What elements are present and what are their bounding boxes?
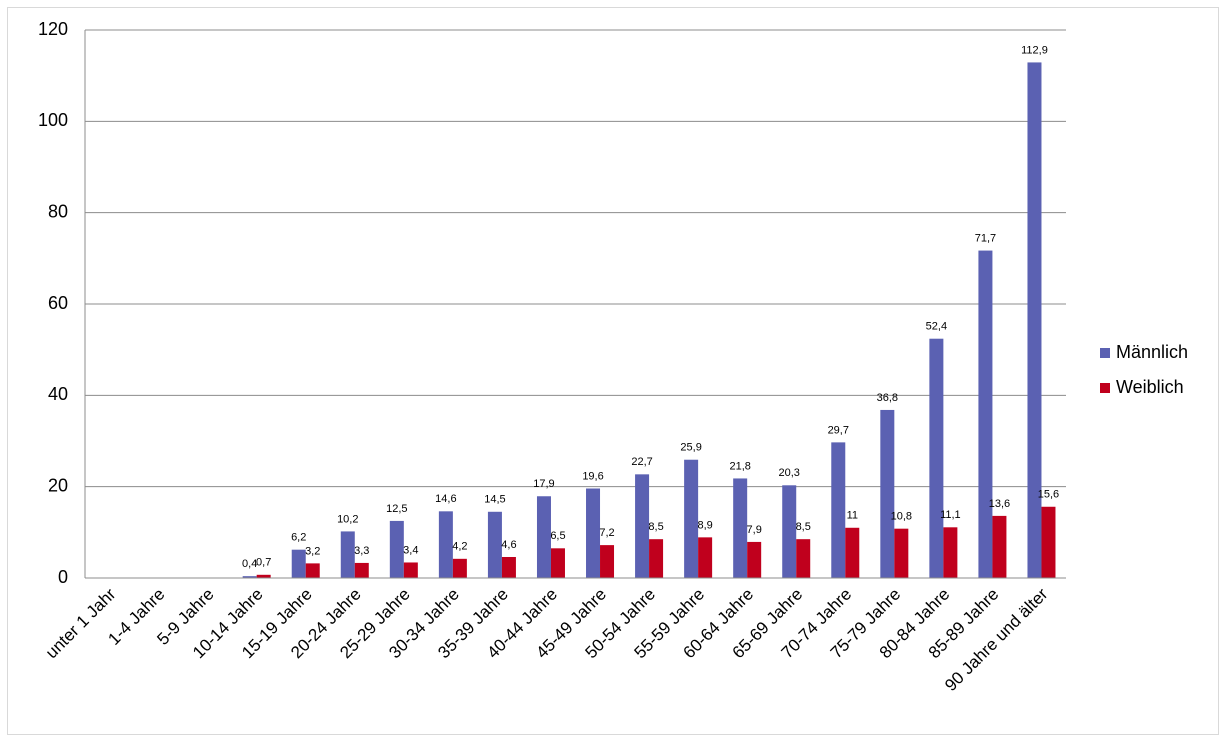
bar [684,459,699,578]
y-tick-label: 120 [38,19,68,39]
y-tick-label: 40 [48,384,68,404]
value-label: 7,2 [599,527,614,539]
bar [635,474,650,578]
bar [992,515,1007,578]
y-tick-label: 100 [38,110,68,130]
value-label: 8,5 [648,521,663,533]
bar [550,548,565,578]
value-label: 10,2 [337,513,358,525]
value-label: 0,4 [242,558,257,570]
value-label: 19,6 [582,470,603,482]
bar [438,511,453,578]
bar [242,576,257,578]
value-label: 29,7 [828,424,849,436]
bar [305,563,320,578]
value-label: 36,8 [877,392,898,404]
bar [340,531,355,578]
bar [291,549,306,578]
bar [600,545,615,578]
y-tick-label: 60 [48,293,68,313]
y-tick-label: 0 [58,567,68,587]
bar [845,527,860,578]
value-label: 20,3 [779,467,800,479]
bar [649,539,664,578]
bar [501,556,516,578]
value-label: 11 [847,510,858,522]
value-label: 71,7 [975,232,996,244]
legend-label: Weiblich [1116,377,1184,397]
y-tick-label: 80 [48,201,68,221]
value-label: 0,7 [256,557,271,569]
bar [796,539,811,578]
value-label: 4,2 [452,541,467,553]
bar [487,511,502,578]
value-label: 14,5 [484,494,505,506]
bar [943,527,958,578]
legend-swatch [1100,383,1110,393]
bar [354,562,369,578]
bar [403,562,418,578]
bar [929,338,944,578]
legend-swatch [1100,348,1110,358]
value-label: 4,6 [501,539,516,551]
bar [782,485,797,578]
bar [1041,506,1056,578]
legend-label: Männlich [1116,342,1188,362]
value-label: 6,2 [291,532,306,544]
bar [880,409,895,578]
value-label: 7,9 [747,524,762,536]
bar [698,537,713,578]
value-label: 10,8 [891,511,912,523]
bar [536,496,551,578]
bar [978,250,993,578]
value-label: 21,8 [729,460,750,472]
value-label: 3,3 [354,545,369,557]
value-label: 25,9 [680,442,701,454]
value-label: 3,2 [305,545,320,557]
value-label: 8,9 [697,519,712,531]
bar [831,442,846,578]
bar [389,520,404,578]
value-label: 14,6 [435,493,456,505]
bar [733,478,748,578]
value-label: 22,7 [631,456,652,468]
bar [256,574,271,578]
value-label: 8,5 [796,521,811,533]
bar [586,488,601,578]
value-label: 12,5 [386,503,407,515]
value-label: 11,1 [940,509,961,521]
value-label: 15,6 [1038,489,1059,501]
value-label: 17,9 [533,478,554,490]
bar [452,558,467,578]
y-tick-label: 20 [48,475,68,495]
chart-frame [7,7,1219,735]
bar [747,541,762,578]
value-label: 112,9 [1021,44,1048,56]
value-label: 52,4 [926,321,947,333]
value-label: 6,5 [550,530,565,542]
bar [1027,62,1042,578]
value-label: 3,4 [403,544,418,556]
bar [894,528,909,578]
value-label: 13,6 [989,498,1010,510]
